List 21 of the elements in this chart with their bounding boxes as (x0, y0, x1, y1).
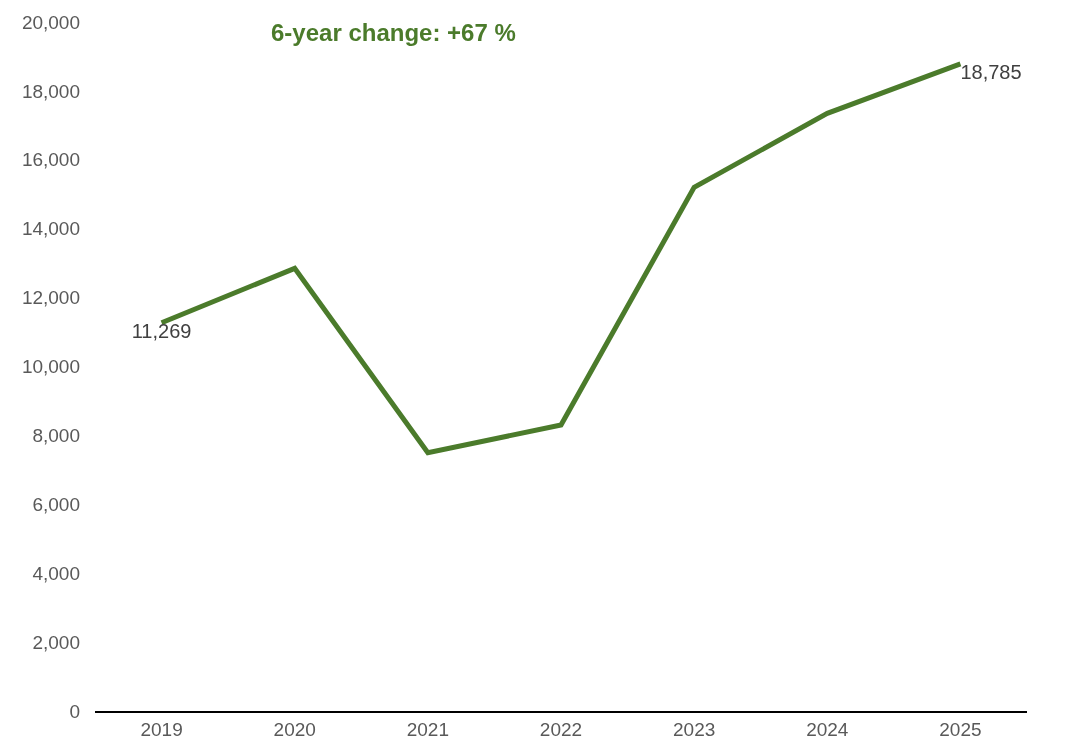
x-tick-label: 2022 (539, 718, 583, 740)
y-tick-label: 16,000 (21, 149, 80, 171)
y-tick-label: 20,000 (21, 11, 80, 33)
y-tick-label: 4,000 (32, 562, 80, 584)
y-tick-label: 6,000 (32, 493, 80, 515)
y-tick-label: 0 (69, 700, 80, 722)
x-tick-label: 2021 (406, 718, 449, 740)
y-tick-label: 2,000 (32, 631, 80, 653)
x-tick-label: 2019 (140, 718, 183, 740)
x-tick-label: 2024 (806, 718, 849, 740)
y-tick-label: 10,000 (21, 356, 80, 378)
x-tick-label: 2023 (673, 718, 716, 740)
data-label: 11,269 (131, 319, 192, 342)
y-tick-label: 14,000 (21, 218, 80, 240)
y-tick-label: 12,000 (21, 287, 80, 309)
y-tick-label: 18,000 (21, 80, 80, 102)
data-label: 18,785 (960, 60, 1022, 83)
annotation: 6-year change: +67 % (271, 19, 516, 46)
y-tick-label: 8,000 (32, 425, 80, 447)
x-tick-label: 2020 (273, 718, 316, 740)
x-tick-label: 2025 (939, 718, 982, 740)
